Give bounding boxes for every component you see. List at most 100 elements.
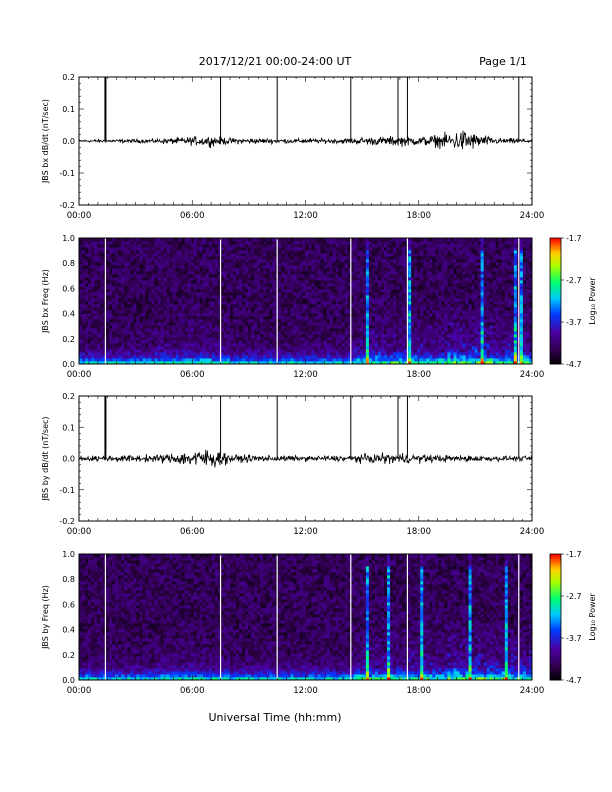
- spectrogram-cell: [263, 352, 267, 356]
- spectrogram-cell: [118, 274, 122, 278]
- spectrogram-cell: [145, 265, 149, 269]
- spectrogram-cell: [151, 352, 155, 356]
- spectrogram-cell: [214, 304, 219, 308]
- spectrogram-cell: [130, 343, 134, 347]
- spectrogram-cell: [205, 247, 210, 251]
- spectrogram-cell: [344, 349, 349, 353]
- spectrogram-cell: [160, 313, 164, 317]
- spectrogram-cell: [136, 256, 140, 260]
- spectrogram-cell: [226, 313, 231, 317]
- spectrogram-cell: [112, 268, 116, 272]
- spectrogram-cell: [91, 316, 95, 320]
- spectrogram-cell: [350, 310, 355, 314]
- spectrogram-cell: [112, 361, 116, 365]
- spectrogram-cell: [396, 298, 400, 302]
- spectrogram-cell: [106, 343, 110, 347]
- spectrogram-cell: [239, 352, 243, 356]
- spectrogram-cell: [115, 340, 119, 344]
- spectrogram-cell: [311, 295, 315, 299]
- spectrogram-cell: [100, 256, 104, 260]
- spectrogram-cell: [136, 310, 140, 314]
- spectrogram-cell: [390, 247, 394, 251]
- y-tick-label: 0.1: [62, 105, 75, 114]
- spectrogram-cell: [353, 358, 358, 362]
- spectrogram-cell: [136, 253, 140, 257]
- spectrogram-cell: [106, 292, 110, 296]
- spectrogram-cell: [109, 313, 113, 317]
- spectrogram-cell: [284, 238, 288, 242]
- spectrogram-cell: [384, 280, 388, 284]
- spectrogram-cell: [423, 358, 427, 362]
- spectrogram-cell: [414, 301, 418, 305]
- spectrogram-cell: [139, 337, 143, 341]
- spectrogram-cell: [368, 289, 373, 293]
- spectrogram-cell: [100, 334, 104, 338]
- spectrogram-cell: [359, 265, 364, 269]
- spectrogram-cell: [402, 337, 406, 341]
- spectrogram-cell: [217, 283, 222, 287]
- spectrogram-cell: [226, 322, 231, 326]
- spectrogram-cell: [332, 337, 337, 341]
- spectrogram-cell: [184, 349, 189, 353]
- spectrogram-cell: [305, 352, 309, 356]
- spectrogram-cell: [205, 361, 210, 365]
- spectrogram-cell: [202, 352, 207, 356]
- spectrogram-cell: [278, 262, 282, 266]
- spectrogram-cell: [223, 301, 228, 305]
- spectrogram-cell: [211, 244, 216, 248]
- spectrogram-cell: [290, 337, 294, 341]
- spectrogram-cell: [121, 361, 125, 365]
- spectrogram-cell: [374, 307, 379, 311]
- spectrogram-cell: [109, 319, 113, 323]
- spectrogram-cell: [368, 313, 373, 317]
- spectrogram-cell: [230, 322, 234, 326]
- spectrogram-cell: [184, 331, 189, 335]
- spectrogram-cell: [296, 313, 300, 317]
- spectrogram-cell: [290, 340, 294, 344]
- spectrogram-cell: [172, 274, 177, 278]
- spectrogram-cell: [236, 280, 240, 284]
- spectrogram-cell: [175, 244, 180, 248]
- spectrogram-cell: [293, 271, 297, 275]
- spectrogram-cell: [269, 259, 273, 263]
- spectrogram-cell: [281, 322, 285, 326]
- spectrogram-cell: [223, 277, 228, 281]
- spectrogram-cell: [97, 340, 101, 344]
- spectrogram-cell: [178, 304, 183, 308]
- spectrogram-cell: [127, 244, 131, 248]
- spectrogram-cell: [106, 349, 110, 353]
- spectrogram-cell: [94, 250, 98, 254]
- spectrogram-cell: [142, 268, 146, 272]
- spectrogram-cell: [290, 355, 294, 359]
- spectrogram-cell: [109, 289, 113, 293]
- spectrogram-cell: [245, 238, 249, 242]
- spectrogram-cell: [390, 313, 394, 317]
- spectrogram-cell: [335, 301, 340, 305]
- spectrogram-cell: [402, 244, 406, 248]
- spectrogram-cell: [317, 241, 321, 245]
- spectrogram-cell: [226, 358, 231, 362]
- spectrogram-cell: [368, 250, 373, 254]
- spectrogram-cell: [302, 286, 306, 290]
- spectrogram-cell: [374, 316, 379, 320]
- spectrogram-cell: [320, 298, 325, 302]
- spectrogram-cell: [124, 316, 128, 320]
- spectrogram-cell: [208, 349, 213, 353]
- spectrogram-cell: [393, 307, 397, 311]
- spectrogram-cell: [184, 283, 189, 287]
- spectrogram-cell: [211, 352, 216, 356]
- spectrogram-cell: [217, 244, 222, 248]
- spectrogram-cell: [205, 253, 210, 257]
- spectrogram-cell: [390, 331, 394, 335]
- spectrogram-cell: [311, 346, 315, 350]
- spectrogram-cell: [293, 307, 297, 311]
- spectrogram-cell: [368, 280, 373, 284]
- spectrogram-cell: [365, 283, 370, 287]
- spectrogram-cell: [323, 280, 328, 284]
- spectrogram-cell: [311, 271, 315, 275]
- spectrogram-cell: [190, 292, 195, 296]
- spectrogram-cell: [79, 250, 83, 254]
- spectrogram-cell: [226, 244, 231, 248]
- spectrogram-cell: [311, 337, 315, 341]
- spectrogram-cell: [94, 310, 98, 314]
